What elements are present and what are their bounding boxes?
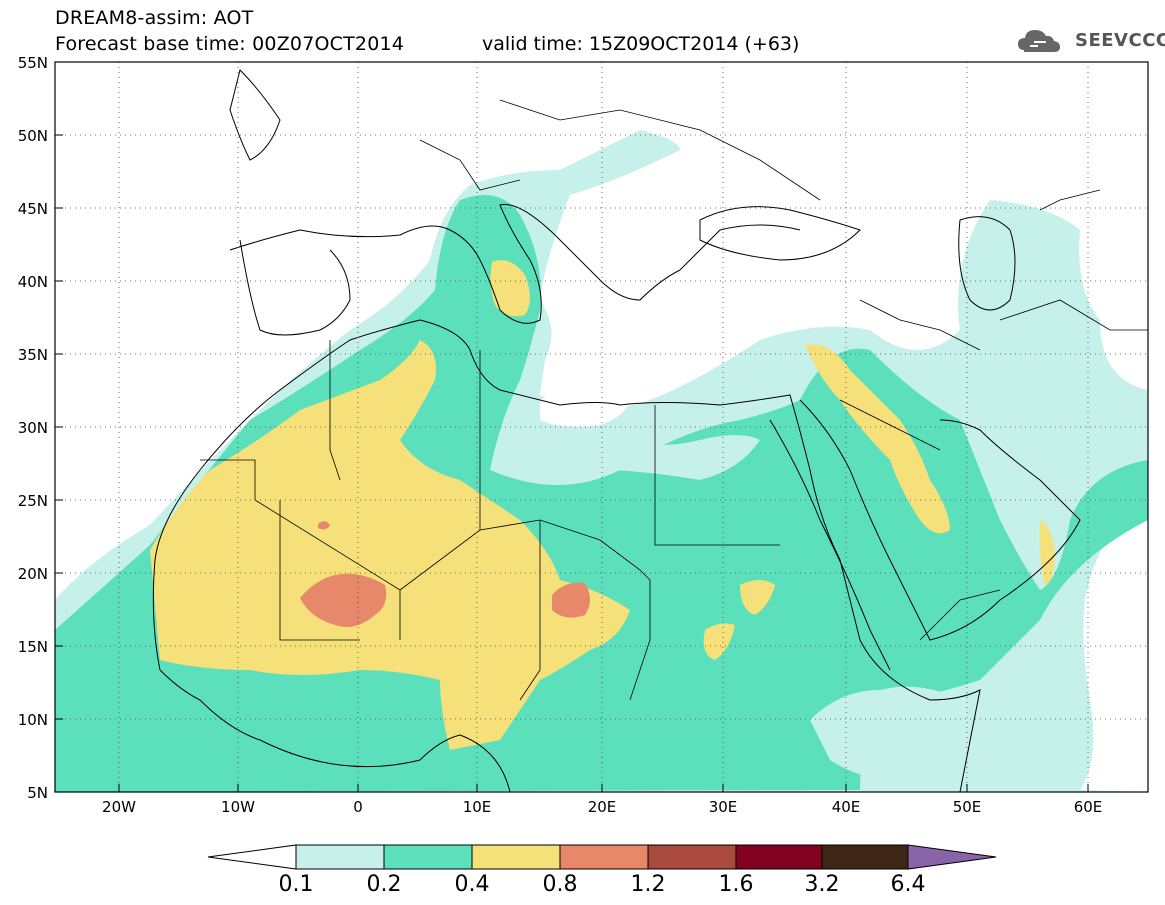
africa-south-coast (159, 669, 511, 792)
lon-label: 50E (953, 798, 982, 816)
colorbar (207, 844, 997, 870)
cloud-icon (1018, 30, 1060, 52)
aot-hole-2 (810, 686, 960, 780)
colorbar-upper-arrow (907, 844, 997, 870)
iberia-coast (239, 239, 351, 336)
caspian-coast (958, 216, 1016, 311)
logo-text: SEEVCCC (1075, 30, 1165, 51)
border-mali-south (279, 500, 360, 641)
aot-contour-0.8-small (318, 521, 330, 530)
aot-contour-0.4-italy (490, 260, 530, 317)
uk-coast (229, 69, 281, 161)
colorbar-label: 0.4 (454, 872, 490, 897)
lat-label: 35N (18, 346, 48, 364)
lat-label: 10N (18, 711, 48, 729)
aot-contour-0.4-oman (1039, 520, 1055, 585)
colorbar-bin (559, 844, 649, 870)
border-algeria-morocco (329, 340, 341, 481)
colorbar-label: 1.6 (718, 872, 754, 897)
colorbar-label: 0.1 (278, 872, 314, 897)
border-yemen (919, 589, 1001, 641)
lon-label: 40E (832, 798, 861, 816)
lat-label: 15N (18, 638, 48, 656)
colorbar-lower-arrow (207, 844, 297, 870)
border-niger-algeria (399, 519, 651, 591)
colorbar-bin (647, 844, 737, 870)
border-afghanistan (999, 299, 1148, 331)
black-sea (699, 206, 861, 261)
aot-contour-0.4-arabia (805, 344, 950, 534)
colorbar-label: 3.2 (804, 872, 840, 897)
aot-contour-0.4 (150, 340, 630, 750)
border-iran (859, 299, 981, 351)
colorbar-bin (735, 844, 823, 870)
border-egypt-sudan (654, 405, 780, 546)
colorbar-label: 0.8 (542, 872, 578, 897)
forecast-base-time: Forecast base time: 00Z07OCT2014 (55, 33, 405, 55)
colorbar-bin (383, 844, 473, 870)
aot-contour-0.4-sudan (703, 580, 775, 660)
lat-label: 20N (18, 565, 48, 583)
red-sea (769, 419, 891, 671)
colorbar-label: 1.2 (630, 872, 666, 897)
lat-labels: 55N 50N 45N 40N 35N 30N 25N 20N 15N 10N … (18, 54, 48, 802)
colorbar-label: 0.2 (366, 872, 402, 897)
ticks (55, 61, 1089, 792)
lat-label: 5N (27, 784, 48, 802)
europe-coast (229, 203, 801, 324)
lon-label: 20E (588, 798, 617, 816)
border-chad-niger (519, 520, 541, 701)
lon-label: 10W (221, 798, 255, 816)
lon-label: 30E (709, 798, 738, 816)
aot-contour-0.8-chad (552, 582, 590, 618)
lat-label: 50N (18, 127, 48, 145)
grid (55, 62, 1148, 792)
border-saudi-iraq (839, 399, 941, 451)
lat-label: 40N (18, 273, 48, 291)
aot-hole-1 (500, 435, 760, 480)
lat-label: 45N (18, 200, 48, 218)
border-alps (419, 139, 521, 191)
aot-contour-0.8-sahel (300, 573, 387, 628)
colorbar-bin (821, 844, 909, 870)
border-chad-sudan (629, 580, 651, 701)
aot-hole-3 (540, 388, 627, 427)
borders (200, 99, 1148, 701)
lon-label: 20W (102, 798, 136, 816)
lon-label: 0 (353, 798, 363, 816)
map-title: DREAM8-assim: AOT (55, 7, 254, 29)
aot-field (55, 130, 1148, 792)
border-central-asia (1039, 189, 1101, 211)
lat-label: 25N (18, 492, 48, 510)
colorbar-bin (295, 844, 385, 870)
lon-label: 60E (1074, 798, 1103, 816)
valid-time: valid time: 15Z09OCT2014 (+63) (482, 33, 800, 55)
lon-label: 10E (463, 798, 492, 816)
lat-label: 55N (18, 54, 48, 72)
lat-label: 30N (18, 419, 48, 437)
arabia-coast (799, 399, 1081, 641)
colorbar-label: 6.4 (890, 872, 926, 897)
lon-labels: 20W 10W 0 10E 20E 30E 40E 50E 60E (102, 798, 1102, 816)
border-europe-east (499, 99, 821, 201)
colorbar-bin (471, 844, 561, 870)
